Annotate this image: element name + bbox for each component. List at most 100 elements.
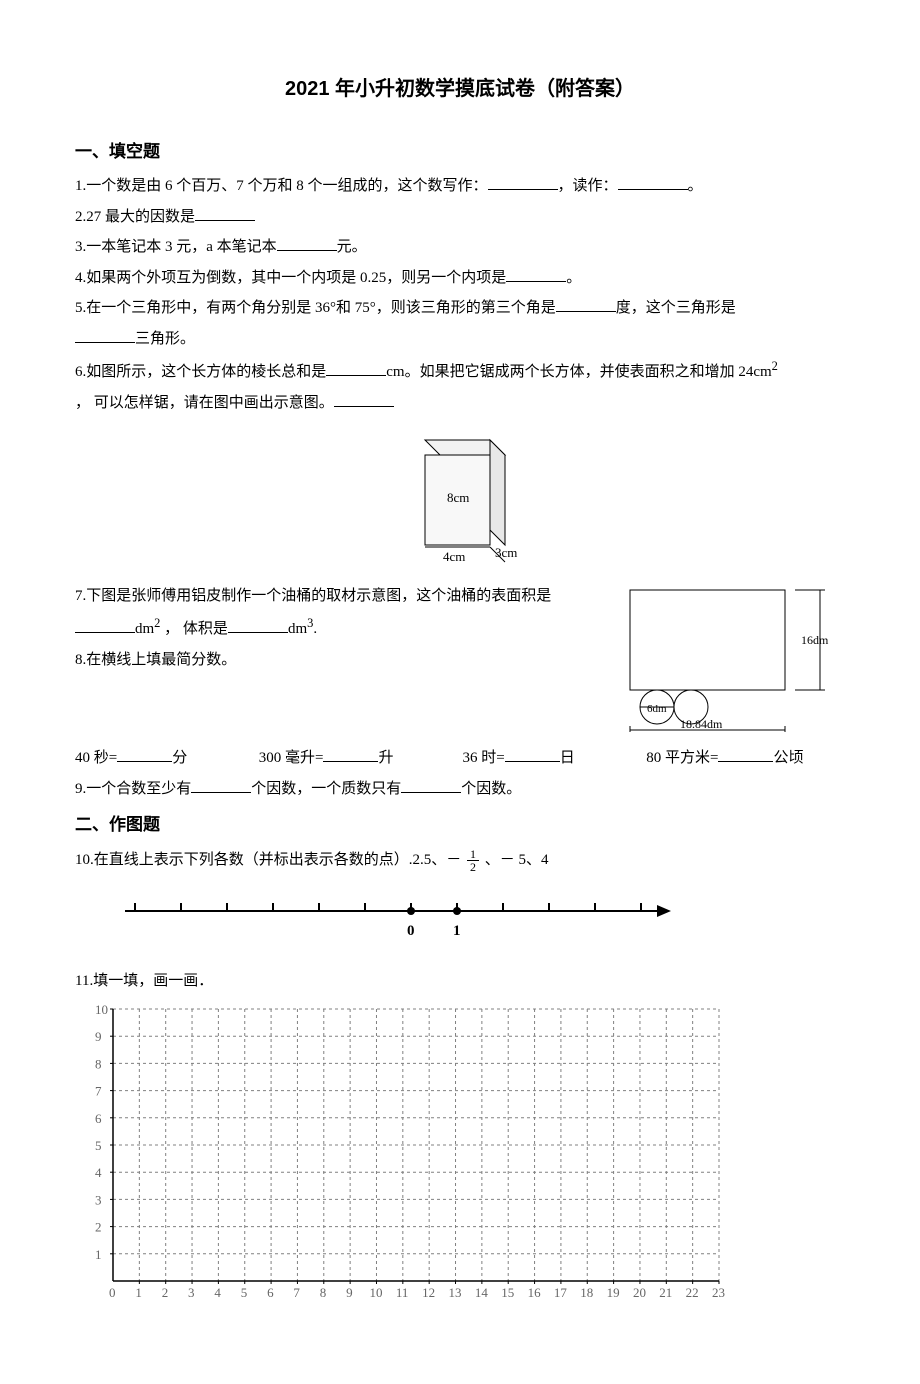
q9-pre: 一个合数至少有 xyxy=(86,781,191,797)
q10-frac-den: 2 xyxy=(467,861,479,873)
svg-text:4: 4 xyxy=(214,1285,221,1300)
svg-text:2: 2 xyxy=(162,1285,169,1300)
svg-text:15: 15 xyxy=(501,1285,514,1300)
grid-svg: 1234567891001234567891011121314151617181… xyxy=(85,1003,725,1303)
svg-text:1: 1 xyxy=(95,1247,102,1262)
q1-mid: ，读作： xyxy=(558,178,618,194)
q9-blank-1[interactable] xyxy=(191,777,251,793)
q3-blank[interactable] xyxy=(277,235,337,251)
q5-line2-post: 三角形。 xyxy=(135,331,195,347)
numberline-svg: 01 xyxy=(115,886,675,946)
q9-num: 9. xyxy=(75,781,86,797)
q10-num: 10. xyxy=(75,852,94,868)
barrel-figure: 6dm 16dm 18.84dm xyxy=(625,582,845,743)
svg-text:4: 4 xyxy=(95,1165,102,1180)
q10-frac-num: 1 xyxy=(467,848,479,861)
cuboid-figure: 8cm 3cm 4cm xyxy=(75,425,845,576)
svg-text:1: 1 xyxy=(135,1285,142,1300)
section-2-heading: 二、作图题 xyxy=(75,809,845,841)
q4-num: 4. xyxy=(75,270,86,286)
q5-blank-1[interactable] xyxy=(556,296,616,312)
q6-blank-1[interactable] xyxy=(326,360,386,376)
q6-mid: cm。如果把它锯成两个长方体，并使表面积之和增加 24cm xyxy=(386,364,771,380)
q8d-post: 公顷 xyxy=(773,750,803,766)
barrel-svg: 6dm 16dm 18.84dm xyxy=(625,582,845,732)
svg-text:9: 9 xyxy=(346,1285,353,1300)
svg-text:9: 9 xyxy=(95,1029,102,1044)
q10-post: 、－ 5、4 xyxy=(481,852,549,868)
svg-text:17: 17 xyxy=(554,1285,568,1300)
q7-sep: ， 体积是 xyxy=(160,621,228,637)
q8a-blank[interactable] xyxy=(117,746,172,762)
q8a-post: 分 xyxy=(172,750,187,766)
svg-text:6: 6 xyxy=(267,1285,274,1300)
q4-blank[interactable] xyxy=(506,266,566,282)
q8c-blank[interactable] xyxy=(505,746,560,762)
q1-blank-2[interactable] xyxy=(618,174,688,190)
q4-post: 。 xyxy=(566,270,581,286)
barrel-w-label: 18.84dm xyxy=(680,717,723,731)
barrel-h-label: 16dm xyxy=(801,633,829,647)
svg-text:5: 5 xyxy=(241,1285,248,1300)
q9-mid: 个因数，一个质数只有 xyxy=(251,781,401,797)
svg-text:23: 23 xyxy=(712,1285,725,1300)
question-3: 3.一本笔记本 3 元，a 本笔记本元。 xyxy=(75,233,845,262)
section-1-heading: 一、填空题 xyxy=(75,136,845,168)
svg-text:0: 0 xyxy=(407,923,415,939)
cuboid-w-label: 4cm xyxy=(443,549,465,564)
q8c-pre: 36 时= xyxy=(463,750,505,766)
q9-blank-2[interactable] xyxy=(401,777,461,793)
svg-text:0: 0 xyxy=(109,1285,116,1300)
q9-post: 个因数。 xyxy=(461,781,521,797)
q7-blank-1[interactable] xyxy=(75,617,135,633)
q8a-pre: 40 秒= xyxy=(75,750,117,766)
q1-num: 1. xyxy=(75,178,86,194)
q6-line2: ， 可以怎样锯，请在图中画出示意图。 xyxy=(75,395,334,411)
q11-num: 11. xyxy=(75,973,93,989)
svg-text:18: 18 xyxy=(580,1285,593,1300)
q8-num: 8. xyxy=(75,652,86,668)
q3-pre: 一本笔记本 3 元，a 本笔记本 xyxy=(86,239,276,255)
q7-unit1: dm xyxy=(135,621,154,637)
q5-pre: 在一个三角形中，有两个角分别是 36°和 75°，则该三角形的第三个角是 xyxy=(86,300,556,316)
svg-text:2: 2 xyxy=(95,1220,102,1235)
question-8-row: 40 秒=分 300 毫升=升 36 时=日 80 平方米=公顷 xyxy=(75,744,845,773)
svg-text:12: 12 xyxy=(422,1285,435,1300)
svg-text:10: 10 xyxy=(369,1285,382,1300)
q10-pre: 在直线上表示下列各数（并标出表示各数的点）.2.5、－ xyxy=(94,852,465,868)
q5-blank-2[interactable] xyxy=(75,327,135,343)
question-6-line2: ， 可以怎样锯，请在图中画出示意图。 xyxy=(75,389,845,418)
svg-text:8: 8 xyxy=(95,1056,102,1071)
q7-num: 7. xyxy=(75,588,86,604)
q8d-blank[interactable] xyxy=(718,746,773,762)
q2-blank[interactable] xyxy=(195,205,255,221)
q1-blank-1[interactable] xyxy=(488,174,558,190)
svg-text:1: 1 xyxy=(453,923,461,939)
barrel-d-label: 6dm xyxy=(647,703,667,715)
cuboid-d-label: 3cm xyxy=(495,545,517,560)
numberline-figure: 01 xyxy=(115,886,845,957)
cuboid-h-label: 8cm xyxy=(447,490,469,505)
q2-pre: 27 最大的因数是 xyxy=(86,209,195,225)
svg-text:3: 3 xyxy=(95,1192,102,1207)
q6-blank-2[interactable] xyxy=(334,391,394,407)
svg-text:6: 6 xyxy=(95,1111,102,1126)
svg-text:7: 7 xyxy=(95,1084,102,1099)
q8b-blank[interactable] xyxy=(323,746,378,762)
question-11: 11.填一填，画一画． xyxy=(75,967,845,996)
q11-text: 填一填，画一画． xyxy=(93,973,213,989)
cuboid-svg: 8cm 3cm 4cm xyxy=(385,425,535,565)
svg-text:3: 3 xyxy=(188,1285,195,1300)
question-6: 6.如图所示，这个长方体的棱长总和是cm。如果把它锯成两个长方体，并使表面积之和… xyxy=(75,355,845,387)
svg-text:20: 20 xyxy=(633,1285,646,1300)
q7-end: . xyxy=(313,621,317,637)
svg-text:21: 21 xyxy=(659,1285,672,1300)
q7-blank-2[interactable] xyxy=(228,617,288,633)
question-4: 4.如果两个外项互为倒数，其中一个内项是 0.25，则另一个内项是。 xyxy=(75,264,845,293)
q8-text: 在横线上填最简分数。 xyxy=(86,652,236,668)
question-9: 9.一个合数至少有 个因数，一个质数只有 个因数。 xyxy=(75,775,845,804)
svg-text:13: 13 xyxy=(449,1285,462,1300)
q8d-pre: 80 平方米= xyxy=(646,750,718,766)
q3-post: 元。 xyxy=(337,239,367,255)
q1-post: 。 xyxy=(688,178,703,194)
